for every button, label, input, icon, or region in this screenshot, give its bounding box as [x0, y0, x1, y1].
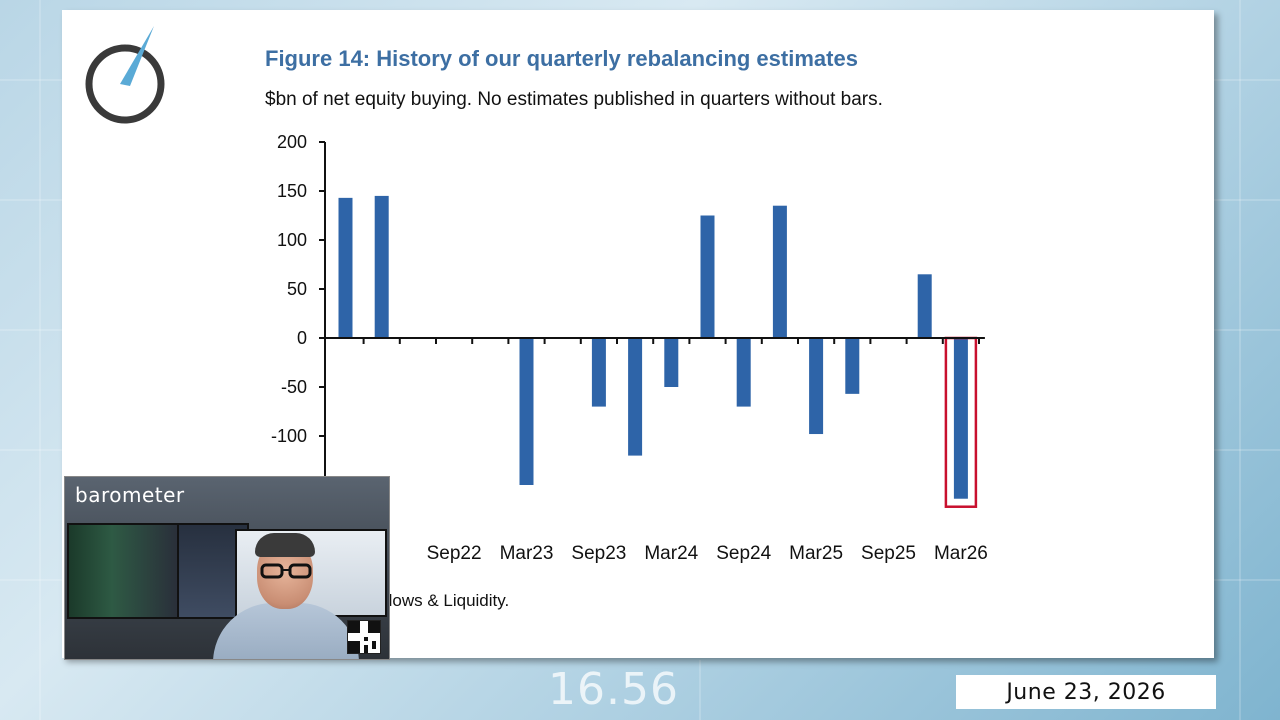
brand-logo: barometer — [75, 483, 185, 507]
chart-title: Figure 14: History of our quarterly reba… — [265, 46, 858, 71]
presenter-hair — [255, 533, 315, 557]
bar — [772, 205, 787, 338]
x-tick-label: Sep22 — [427, 543, 482, 564]
y-tick-label: 50 — [287, 279, 307, 299]
chart-subtitle: $bn of net equity buying. No estimates p… — [265, 89, 883, 110]
bar — [700, 215, 715, 338]
bar — [519, 338, 534, 485]
y-tick-label: -100 — [271, 426, 307, 446]
webcam-overlay: barometer — [64, 476, 390, 660]
gauge-logo-icon — [85, 26, 165, 124]
bar — [736, 338, 751, 407]
date-label: June 23, 2026 — [956, 675, 1216, 709]
bar — [628, 338, 643, 456]
bar — [338, 197, 353, 338]
x-tick-label: Mar26 — [934, 543, 988, 564]
bar — [953, 338, 968, 499]
bar — [591, 338, 606, 407]
bar — [845, 338, 860, 394]
glasses-icon — [260, 563, 312, 579]
y-tick-label: 0 — [297, 328, 307, 348]
y-tick-label: 200 — [277, 132, 307, 152]
x-tick-label: Mar25 — [789, 543, 843, 564]
qr-code-icon — [347, 620, 381, 654]
x-tick-label: Sep23 — [571, 543, 626, 564]
x-tick-label: Mar24 — [644, 543, 698, 564]
y-tick-label: -50 — [281, 377, 307, 397]
y-tick-label: 100 — [277, 230, 307, 250]
bar — [809, 338, 824, 435]
x-tick-label: Mar23 — [500, 543, 554, 564]
bar — [374, 195, 389, 338]
x-tick-label: Sep24 — [716, 543, 771, 564]
bar — [664, 338, 679, 387]
monitor-left — [67, 523, 179, 619]
bar — [917, 274, 932, 338]
background-number: 16.56 — [548, 664, 679, 715]
y-tick-label: 150 — [277, 181, 307, 201]
x-tick-label: Sep25 — [861, 543, 916, 564]
